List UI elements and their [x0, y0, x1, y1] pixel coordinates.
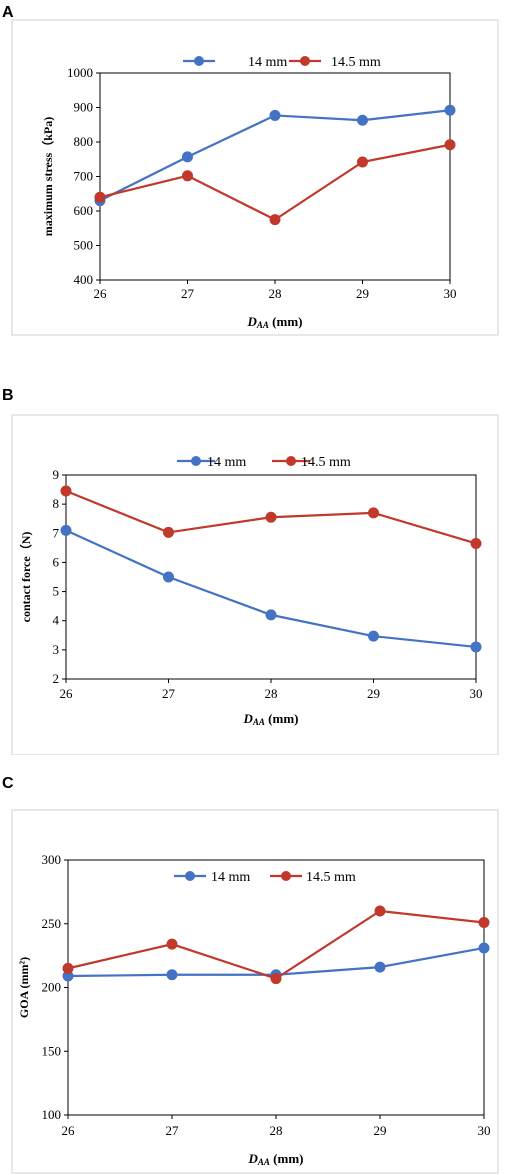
- y-tick-label: 100: [42, 1107, 62, 1122]
- data-point: [60, 524, 72, 536]
- x-tick-label: 30: [444, 286, 457, 301]
- data-point: [374, 905, 386, 917]
- y-tick-label: 4: [53, 613, 60, 628]
- data-point: [357, 156, 368, 168]
- y-tick-label: 800: [74, 134, 94, 149]
- panel-letter-c: C: [2, 775, 14, 792]
- data-point: [265, 609, 277, 621]
- x-tick-label: 28: [269, 286, 282, 301]
- data-point: [182, 151, 193, 163]
- legend-label: 14.5 mm: [331, 55, 381, 70]
- data-point: [368, 507, 379, 519]
- legend-marker: [286, 456, 296, 466]
- data-point: [60, 485, 72, 497]
- x-tick-label: 30: [470, 686, 483, 701]
- data-point: [470, 641, 482, 653]
- legend-marker: [300, 56, 310, 66]
- y-axis-label: contact force（N): [18, 532, 33, 623]
- data-point: [94, 191, 106, 203]
- x-tick-label: 30: [478, 1123, 491, 1138]
- data-point: [182, 170, 193, 182]
- x-tick-label: 28: [270, 1123, 283, 1138]
- x-axis-label: DAA (mm): [247, 314, 303, 330]
- chart-b-contact-force: 2 3 4 5 6 7 8 9 26 27 28 29 30 DAA (mm) contact force（…: [11, 414, 499, 755]
- y-axis-label: GOA (mm²): [17, 957, 31, 1018]
- legend-label: 14 mm: [211, 870, 250, 885]
- chart-a-maximum-stress: 400 500 600 700 800 900 1000 26 27 28 29 30 DAA (mm)…: [11, 19, 499, 336]
- x-tick-label: 26: [94, 286, 108, 301]
- y-tick-label: 2: [53, 671, 60, 686]
- x-tick-label: 26: [60, 686, 74, 701]
- y-tick-label: 700: [74, 169, 94, 184]
- data-point: [478, 942, 490, 954]
- data-point: [269, 109, 281, 121]
- legend-marker: [185, 871, 195, 881]
- x-tick-label: 27: [162, 686, 176, 701]
- data-point: [444, 104, 456, 116]
- x-tick-label: 29: [367, 686, 380, 701]
- x-tick-label: 27: [166, 1123, 180, 1138]
- y-tick-label: 5: [53, 584, 60, 599]
- x-tick-label: 28: [265, 686, 278, 701]
- y-tick-label: 400: [74, 272, 94, 287]
- data-point: [269, 214, 281, 226]
- data-point: [265, 511, 277, 523]
- legend-label: 14.5 mm: [301, 455, 351, 470]
- y-tick-label: 7: [53, 525, 60, 540]
- data-point: [374, 961, 386, 973]
- data-point: [470, 537, 482, 549]
- data-point: [478, 916, 490, 928]
- data-point: [62, 962, 74, 974]
- legend-label: 14.5 mm: [306, 870, 356, 885]
- data-point: [166, 969, 178, 981]
- data-point: [357, 114, 368, 126]
- y-tick-label: 500: [74, 238, 94, 253]
- data-point: [163, 526, 174, 538]
- y-tick-label: 6: [53, 554, 60, 569]
- x-axis-label: DAA (mm): [243, 711, 299, 727]
- y-tick-label: 300: [42, 852, 62, 867]
- legend-label: 14 mm: [207, 455, 246, 470]
- data-point: [444, 139, 456, 151]
- legend-marker: [281, 871, 291, 881]
- data-point: [163, 571, 174, 583]
- legend-label: 14 mm: [248, 55, 287, 70]
- y-tick-label: 250: [42, 916, 62, 931]
- legend-marker: [191, 456, 201, 466]
- panel-letter-b: B: [2, 387, 14, 404]
- x-tick-label: 27: [181, 286, 195, 301]
- legend-marker: [194, 56, 204, 66]
- y-axis-label: maximum stress（kPa): [40, 117, 55, 236]
- y-tick-label: 200: [42, 980, 62, 995]
- y-tick-label: 3: [53, 642, 60, 657]
- y-tick-label: 1000: [67, 65, 93, 80]
- x-tick-label: 26: [62, 1123, 76, 1138]
- x-axis-label: DAA (mm): [248, 1151, 304, 1167]
- x-tick-label: 29: [374, 1123, 387, 1138]
- panel-letter-a: A: [2, 4, 14, 21]
- y-tick-label: 900: [74, 100, 94, 115]
- chart-c-goa: 100 150 200 250 300 26 27 28 29 30 DAA (mm) GOA (mm…: [11, 809, 499, 1174]
- chart-frame: [11, 809, 499, 1174]
- chart-frame: [11, 414, 499, 755]
- data-point: [270, 973, 282, 985]
- y-tick-label: 9: [53, 467, 60, 482]
- data-point: [368, 630, 379, 642]
- data-point: [166, 938, 178, 950]
- y-tick-label: 8: [53, 496, 60, 511]
- y-tick-label: 600: [74, 203, 94, 218]
- x-tick-label: 29: [356, 286, 369, 301]
- y-tick-label: 150: [42, 1043, 62, 1058]
